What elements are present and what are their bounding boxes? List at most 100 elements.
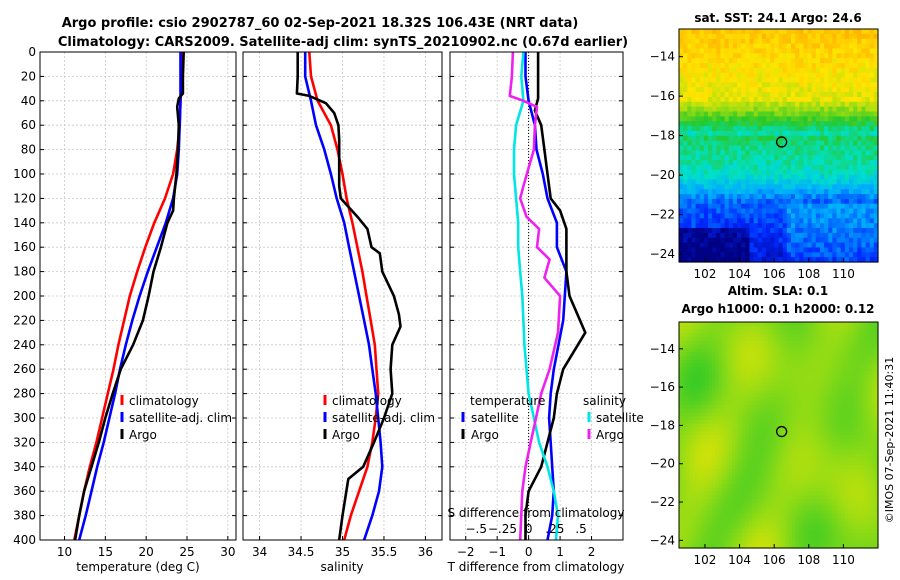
map-cell — [811, 53, 817, 59]
map-cell — [732, 438, 736, 444]
map-cell — [725, 427, 730, 432]
map-cell — [753, 203, 759, 210]
map-cell — [718, 370, 723, 376]
map-cell — [768, 389, 773, 395]
map-cell — [799, 67, 804, 74]
map-cell — [751, 510, 756, 515]
map-cell — [702, 472, 707, 478]
map-cell — [758, 468, 763, 474]
map-cell — [715, 465, 720, 470]
map-cell — [828, 208, 833, 215]
map-cell — [682, 499, 687, 504]
map-cell — [735, 340, 740, 346]
map-cell — [824, 87, 829, 93]
map-cell — [722, 517, 727, 523]
map-cell — [720, 135, 726, 142]
map-cell — [807, 213, 813, 219]
map-cell — [861, 96, 867, 103]
map-cell — [824, 53, 829, 59]
map-cell — [712, 135, 717, 142]
x-tick-label: 25 — [179, 545, 194, 559]
map-cell — [795, 82, 800, 88]
map-cell — [708, 363, 713, 368]
map-cell — [786, 232, 792, 239]
map-cell — [682, 483, 687, 489]
map-cell — [774, 179, 780, 185]
map-cell — [795, 208, 800, 215]
map-cell — [708, 252, 713, 258]
map-cell — [778, 397, 783, 402]
map-cell — [695, 529, 700, 534]
map-cell — [795, 58, 800, 64]
map-cell — [815, 218, 821, 224]
map-cell — [873, 247, 879, 253]
map-cell — [801, 412, 806, 417]
map-cell — [869, 213, 875, 219]
legend-entry-t-satellite: satellite — [471, 411, 519, 425]
map-cell — [703, 121, 709, 127]
map-cell — [742, 453, 746, 459]
map-cell — [765, 491, 770, 496]
map-cell — [865, 33, 871, 40]
map-cell — [788, 431, 793, 436]
map-cell — [725, 431, 730, 436]
map-cell — [688, 502, 693, 508]
map-cell — [771, 514, 776, 519]
map-cell — [735, 476, 740, 481]
map-cell — [761, 96, 767, 103]
map-cell — [840, 126, 846, 132]
map-cell — [761, 483, 766, 489]
map-cell — [771, 325, 776, 331]
map-cell — [786, 130, 792, 137]
map-cell — [869, 218, 875, 224]
map-cell — [795, 325, 799, 331]
map-cell — [785, 355, 790, 361]
map-cell — [824, 116, 829, 122]
map-cell — [712, 483, 717, 489]
map-cell — [803, 92, 809, 98]
map-cell — [695, 106, 701, 113]
map-cell — [687, 155, 693, 161]
map-cell — [728, 223, 734, 229]
map-cell — [683, 130, 688, 137]
map-cell — [786, 223, 792, 229]
map-cell — [770, 247, 775, 253]
map-cell — [790, 232, 796, 239]
map-cell — [728, 401, 733, 406]
map-cell — [708, 450, 713, 455]
map-cell — [766, 43, 771, 50]
map-cell — [724, 58, 730, 64]
map-cell — [753, 169, 759, 176]
map-cell — [745, 468, 750, 474]
map-cell — [735, 529, 740, 534]
map-cell — [785, 408, 790, 413]
map-cell — [712, 106, 717, 113]
map-cell — [716, 208, 722, 215]
map-cell — [708, 38, 713, 45]
map-cell — [815, 232, 821, 239]
map-cell — [728, 389, 733, 395]
map-cell — [751, 412, 756, 417]
map-cell — [803, 194, 809, 200]
map-cell — [824, 82, 829, 88]
map-cell — [790, 208, 796, 215]
map-cell — [705, 412, 710, 417]
map-cell — [857, 257, 863, 263]
map-cell — [748, 491, 753, 496]
map-cell — [805, 423, 809, 429]
map-cell — [824, 208, 829, 215]
map-cell — [775, 333, 780, 338]
map-cell — [741, 77, 746, 83]
map-cell — [801, 329, 806, 334]
map-cell — [795, 435, 799, 440]
map-cell — [679, 540, 683, 545]
map-cell — [732, 62, 738, 69]
map-cell — [807, 145, 813, 151]
map-cell — [712, 87, 717, 93]
map-cell — [840, 29, 846, 35]
map-cell — [861, 237, 867, 244]
map-cell — [735, 367, 740, 372]
map-cell — [771, 476, 776, 481]
map-cell — [712, 322, 717, 327]
map-cell — [761, 121, 767, 127]
